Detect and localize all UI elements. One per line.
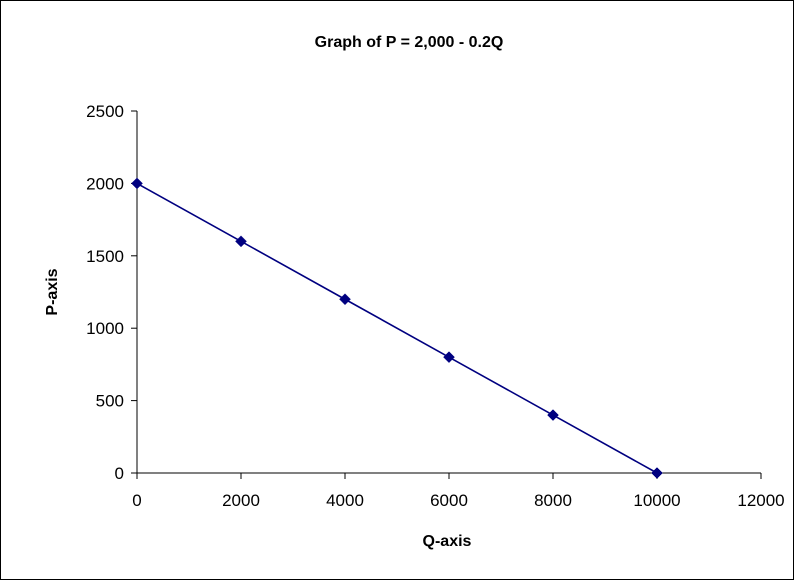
data-point-marker [131, 177, 143, 190]
y-tick-label: 2500 [86, 102, 124, 121]
x-tick-label: 2000 [222, 491, 260, 510]
y-tick-label: 2000 [86, 174, 124, 193]
data-series [131, 177, 663, 479]
tick-marks [131, 110, 762, 479]
x-tick-label: 0 [132, 491, 141, 510]
data-point-marker [443, 351, 455, 364]
y-axis-label: P-axis [44, 268, 61, 315]
y-tick-label: 1000 [86, 319, 124, 338]
series-line [136, 182, 658, 474]
data-point-marker [339, 293, 351, 306]
y-tick-label: 500 [96, 392, 124, 411]
x-axis-label: Q-axis [423, 533, 472, 550]
axes [136, 111, 761, 474]
x-tick-label: 12000 [737, 491, 784, 510]
data-point-marker [235, 235, 247, 248]
data-point-marker [547, 409, 559, 421]
y-tick-label: 0 [115, 464, 124, 483]
tick-labels: 0 500 1000 1500 2000 2500 0 2000 4000 6000 8000 100… [86, 102, 784, 510]
y-tick-label: 1500 [86, 247, 124, 266]
chart-title: Graph of P = 2,000 - 0.2Q [315, 34, 504, 51]
x-tick-label: 10000 [633, 491, 680, 510]
data-point-marker [651, 467, 663, 479]
x-tick-label: 8000 [534, 491, 572, 510]
x-tick-label: 6000 [430, 491, 468, 510]
x-tick-label: 4000 [326, 491, 364, 510]
